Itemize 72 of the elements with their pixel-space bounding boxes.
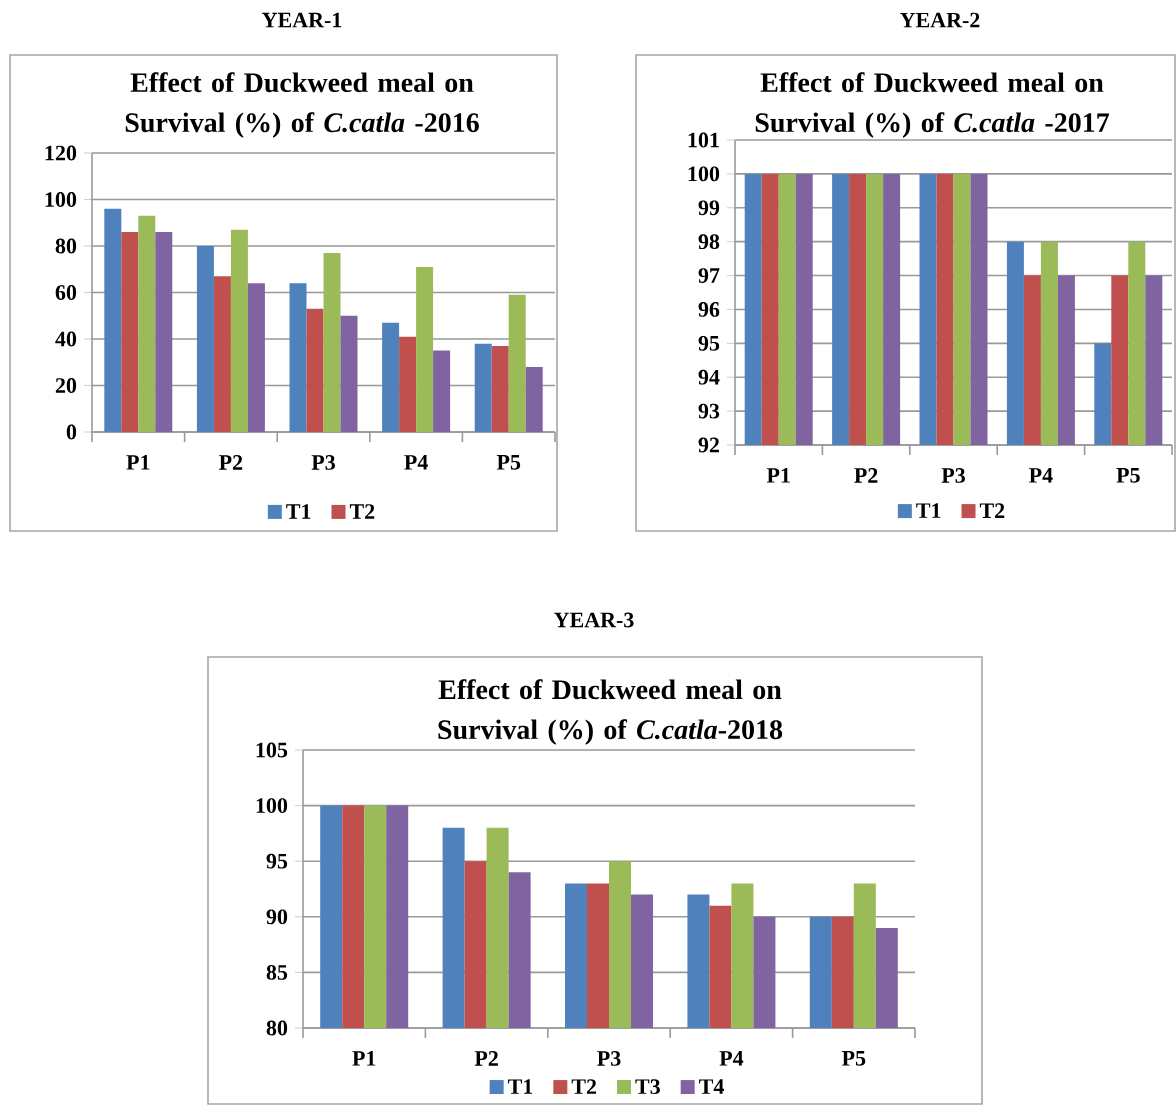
y-tick-label: 101 [688,132,719,148]
legend-label: T2 [571,1079,597,1094]
y-tick-label: 40 [55,331,77,347]
y-tick-label: 80 [55,238,77,254]
legend-label: T4 [699,1079,724,1094]
bar [399,336,417,432]
legend-label: T3 [635,1079,660,1095]
x-tick-label: P2 [854,468,878,483]
y-tick-label: 95 [266,853,288,869]
chart-title: YEAR-3 [554,612,634,628]
chart-title: YEAR-2 [900,12,980,28]
bar [306,308,324,432]
bar [340,315,358,432]
legend-label: T1 [508,1079,533,1094]
bar [247,283,265,432]
legend-label: T1 [916,503,941,518]
y-tick-label: 100 [688,166,720,182]
bar [213,276,231,432]
y-tick-label: 94 [698,369,720,385]
x-tick-label: P1 [126,455,150,470]
y-tick-label: 105 [256,742,288,758]
y-tick-label: 0 [66,424,77,440]
x-tick-label: P5 [841,1051,866,1066]
y-tick-label: 100 [256,798,288,814]
bar [104,208,122,432]
x-tick-label: P3 [941,468,965,483]
y-tick-label: 95 [698,335,720,351]
x-tick-label: P3 [311,455,335,470]
x-tick-label: P2 [219,455,243,470]
bar [121,232,139,432]
x-tick-label: P5 [496,455,521,470]
y-tick-label: 80 [266,1020,288,1036]
chart-subtitle: Effect of Duckweed meal on Survival (%) of C.catla -2017 [755,72,1110,138]
bar [433,350,451,432]
x-tick-label: P4 [719,1051,744,1066]
bar [323,252,341,432]
x-tick-label: P1 [766,468,790,483]
y-tick-label: 93 [698,403,720,419]
x-tick-label: P5 [1116,468,1140,483]
bar [416,266,434,432]
y-tick-label: 60 [55,285,77,300]
x-tick-label: P4 [404,455,428,470]
bar [155,232,173,432]
legend-label: T2 [979,503,1005,518]
y-tick-label: 20 [55,378,77,393]
bar [230,229,248,432]
bar [138,215,156,432]
bar [289,283,307,432]
chart-subtitle: Effect of Duckweed meal on Survival (%) of C.catla -2016 [125,72,479,138]
y-tick-label: 92 [698,437,719,453]
x-tick-label: P4 [1029,468,1053,483]
legend-label: T2 [349,504,375,519]
y-tick-label: 85 [266,964,288,980]
chart-subtitle: Effect of Duckweed meal on Survival (%) of C.catla-2018 [438,679,783,745]
chart-title: YEAR-1 [262,12,342,28]
y-tick-label: 120 [45,145,77,161]
bar [196,246,214,432]
x-tick-label: P1 [352,1051,376,1066]
y-tick-label: 98 [698,234,720,250]
bar [474,343,492,432]
y-tick-label: 96 [698,302,720,317]
x-tick-label: P3 [597,1051,621,1066]
legend-label: T1 [286,504,311,519]
bar [382,322,400,432]
x-tick-label: P2 [474,1051,498,1066]
y-tick-label: 99 [698,200,720,216]
bar [491,345,509,432]
y-tick-label: 100 [45,192,77,207]
bar [508,294,526,432]
y-tick-label: 97 [698,268,720,283]
y-tick-label: 90 [266,909,288,925]
bar [525,366,543,432]
